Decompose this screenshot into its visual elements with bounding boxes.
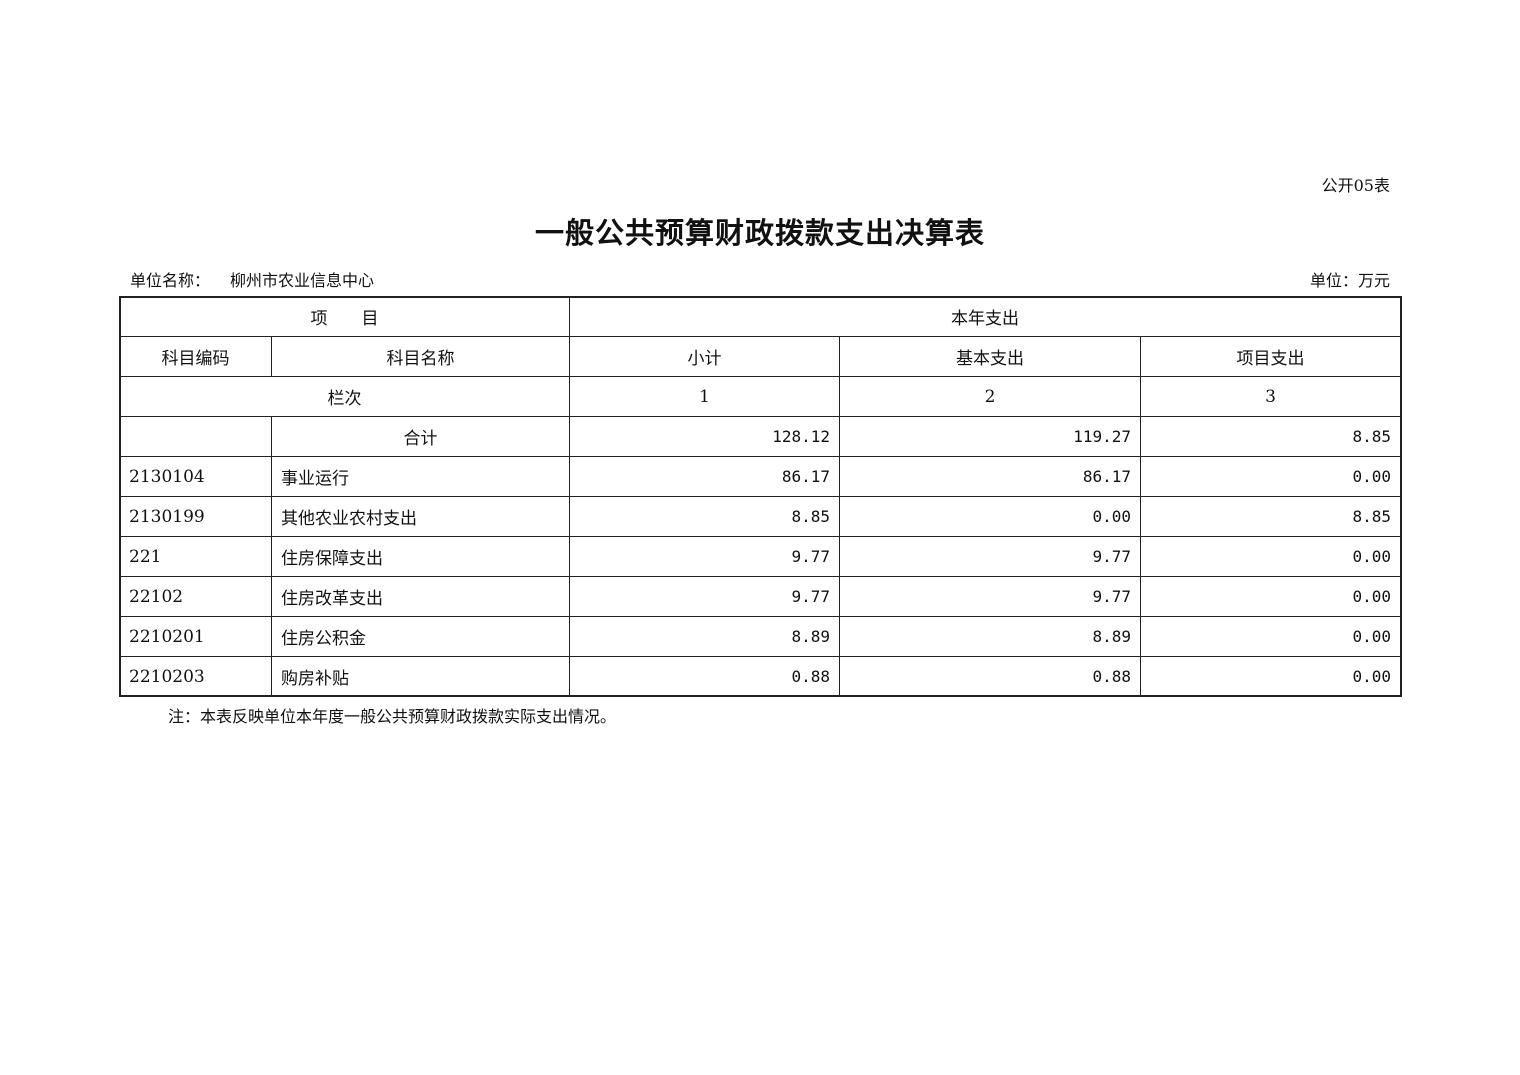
- row-code: 221: [119, 536, 272, 577]
- header-basic: 基本支出: [839, 336, 1141, 377]
- row-name: 住房保障支出: [271, 536, 570, 577]
- total-subtotal: 128.12: [569, 416, 840, 457]
- header-item: 项 目: [119, 296, 570, 337]
- row-name: 购房补贴: [271, 656, 570, 697]
- row-project: 0.00: [1140, 616, 1401, 657]
- total-basic: 119.27: [839, 416, 1141, 457]
- row-code: 2210201: [119, 616, 272, 657]
- row-name: 其他农业农村支出: [271, 496, 570, 537]
- row-project: 0.00: [1140, 656, 1401, 697]
- unit-name-label: 单位名称：: [130, 271, 211, 290]
- row-name: 事业运行: [271, 456, 570, 497]
- header-subtotal: 小计: [569, 336, 840, 377]
- form-number: 公开05表: [1321, 176, 1390, 195]
- column-index-1: 1: [569, 376, 840, 417]
- column-index-label: 栏次: [119, 376, 570, 417]
- page-title: 一般公共预算财政拨款支出决算表: [534, 216, 985, 250]
- header-name: 科目名称: [271, 336, 570, 377]
- row-basic: 0.00: [839, 496, 1141, 537]
- row-project: 0.00: [1140, 536, 1401, 577]
- row-code: 2130199: [119, 496, 272, 537]
- header-code: 科目编码: [119, 336, 272, 377]
- row-basic: 86.17: [839, 456, 1141, 497]
- header-current-year: 本年支出: [569, 296, 1401, 337]
- row-subtotal: 0.88: [569, 656, 840, 697]
- row-basic: 0.88: [839, 656, 1141, 697]
- row-subtotal: 8.89: [569, 616, 840, 657]
- row-project: 8.85: [1140, 496, 1401, 537]
- row-subtotal: 8.85: [569, 496, 840, 537]
- row-code: 2210203: [119, 656, 272, 697]
- header-project: 项目支出: [1140, 336, 1401, 377]
- column-index-3: 3: [1140, 376, 1401, 417]
- table-note: 注：本表反映单位本年度一般公共预算财政拨款实际支出情况。: [168, 707, 617, 726]
- row-project: 0.00: [1140, 576, 1401, 617]
- unit-name: 柳州市农业信息中心: [230, 271, 375, 290]
- row-project: 0.00: [1140, 456, 1401, 497]
- row-subtotal: 9.77: [569, 576, 840, 617]
- row-code: 22102: [119, 576, 272, 617]
- row-subtotal: 86.17: [569, 456, 840, 497]
- row-basic: 9.77: [839, 536, 1141, 577]
- row-name: 住房改革支出: [271, 576, 570, 617]
- row-basic: 8.89: [839, 616, 1141, 657]
- column-index-2: 2: [839, 376, 1141, 417]
- row-name: 住房公积金: [271, 616, 570, 657]
- total-code: [119, 416, 272, 457]
- total-label: 合计: [271, 416, 570, 457]
- total-project: 8.85: [1140, 416, 1401, 457]
- currency-unit: 单位：万元: [1309, 271, 1390, 290]
- row-code: 2130104: [119, 456, 272, 497]
- row-basic: 9.77: [839, 576, 1141, 617]
- row-subtotal: 9.77: [569, 536, 840, 577]
